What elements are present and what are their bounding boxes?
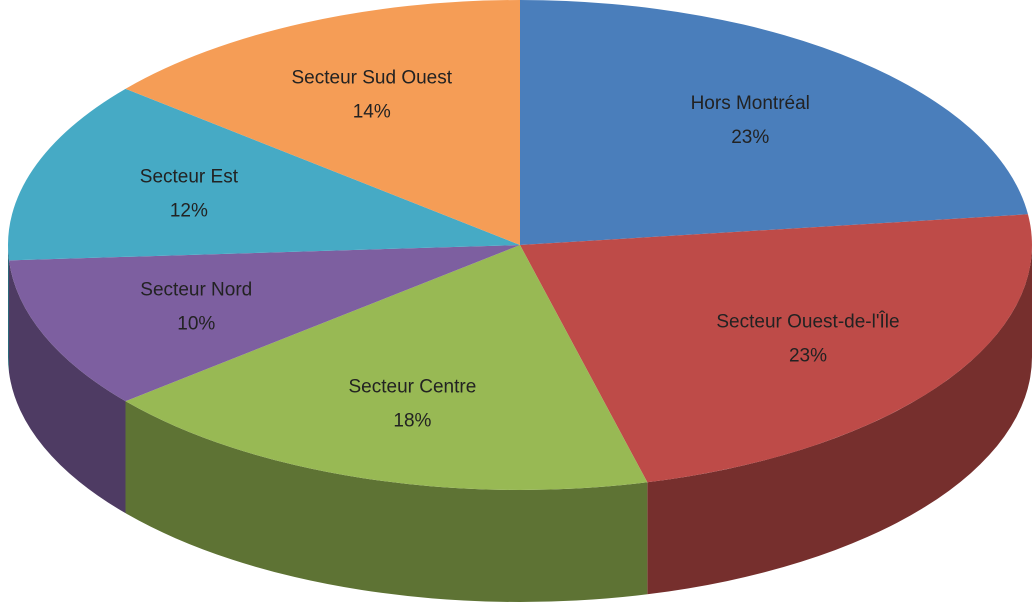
slice-value-label: 23% xyxy=(789,346,827,367)
slice-value-label: 10% xyxy=(177,313,215,334)
slice-label: Secteur Centre xyxy=(349,376,477,397)
slice-label: Secteur Est xyxy=(140,167,239,188)
slice-side xyxy=(647,245,1032,595)
slice-side xyxy=(125,401,648,602)
slice-side xyxy=(9,260,126,514)
slice xyxy=(520,214,1032,483)
slice xyxy=(8,88,521,261)
slice xyxy=(520,0,1028,245)
slice-value-label: 14% xyxy=(353,101,391,122)
slice-label: Hors Montréal xyxy=(691,93,810,114)
slice-label: Secteur Ouest-de-l'Île xyxy=(716,311,899,333)
slice xyxy=(125,245,648,490)
slice-value-label: 18% xyxy=(393,410,431,431)
slice-value-label: 23% xyxy=(731,127,769,148)
slice-label: Secteur Nord xyxy=(140,279,252,300)
slice-label: Secteur Sud Ouest xyxy=(291,67,452,88)
slice xyxy=(125,0,520,245)
slice-side xyxy=(8,245,10,373)
slice xyxy=(9,245,520,402)
slice-value-label: 12% xyxy=(170,201,208,222)
